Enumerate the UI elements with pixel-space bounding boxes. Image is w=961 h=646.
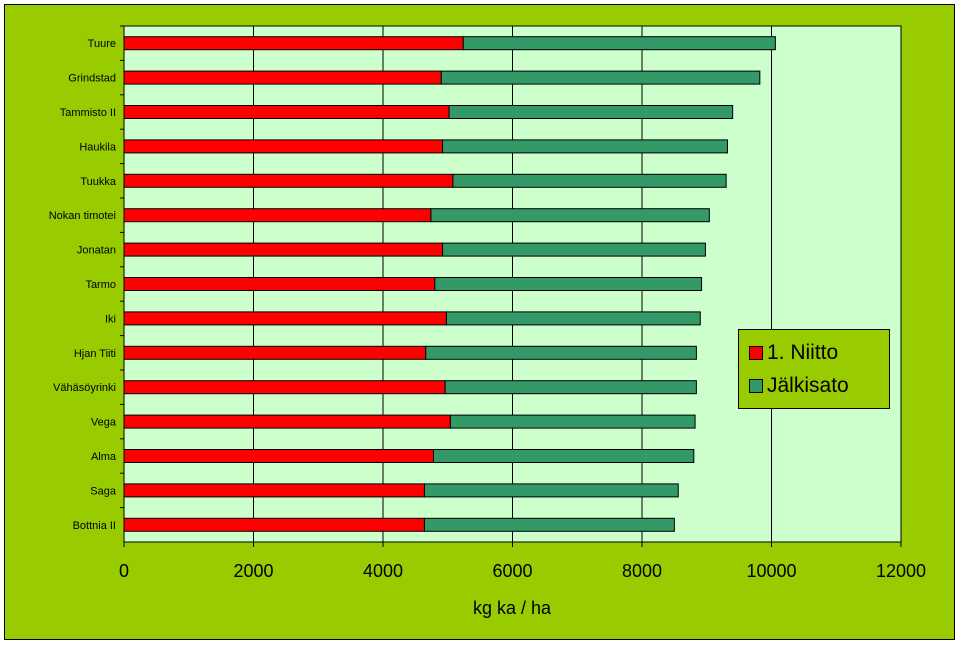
bar-niitto	[123, 414, 451, 429]
legend-label-niitto: 1. Niitto	[767, 341, 839, 364]
bar-jalkisato	[449, 414, 696, 429]
x-axis-ticks: 0 2000 4000 6000 8000 10000 12000	[119, 542, 926, 581]
bars	[123, 36, 776, 532]
category-label: Vega	[91, 417, 117, 429]
bar-jalkisato	[442, 242, 706, 257]
bar-niitto	[123, 380, 446, 395]
category-label: Tarmo	[85, 279, 116, 291]
bar-niitto	[123, 449, 435, 463]
bar-jalkisato	[452, 173, 727, 188]
x-axis-title: kg ka / ha	[473, 598, 552, 618]
bar-niitto	[123, 517, 425, 532]
chart-svg: Tuure Grindstad Tammisto II Haukila Tuukka No…	[49, 25, 926, 618]
bar-niitto	[123, 36, 464, 51]
category-labels: Tuure Grindstad Tammisto II Haukila Tuukka No…	[49, 25, 124, 532]
bar-jalkisato	[442, 139, 728, 154]
x-tick-label: 10000	[746, 561, 796, 581]
x-tick-label: 6000	[492, 561, 532, 581]
legend-item-jalkisato: Jälkisato	[749, 373, 849, 399]
bar-jalkisato	[440, 70, 761, 85]
category-label: Tuure	[88, 38, 116, 50]
bar-jalkisato	[423, 517, 675, 532]
category-label: Alma	[91, 451, 117, 463]
category-label: Tammisto II	[60, 107, 116, 119]
bar-jalkisato	[448, 105, 734, 119]
chart-frame: Tuure Grindstad Tammisto II Haukila Tuukka No…	[4, 4, 955, 640]
bar-jalkisato	[430, 208, 710, 223]
legend-item-niitto: 1. Niitto	[749, 340, 838, 366]
legend-swatch-jalkisato	[749, 379, 763, 393]
category-label: Haukila	[79, 141, 117, 153]
bar-niitto	[123, 345, 427, 360]
bar-niitto	[123, 70, 442, 85]
category-label: Grindstad	[68, 73, 116, 85]
bar-niitto	[123, 139, 444, 154]
category-label: Hjan Tiiti	[74, 348, 116, 360]
category-label: Bottnia II	[73, 520, 116, 532]
category-label: Jonatan	[77, 245, 116, 257]
category-label: Nokan timotei	[49, 210, 116, 222]
bar-jalkisato	[434, 277, 703, 291]
x-tick-label: 2000	[233, 561, 273, 581]
x-tick-label: 4000	[363, 561, 403, 581]
x-tick-label: 8000	[622, 561, 662, 581]
bar-jalkisato	[462, 36, 776, 51]
bar-jalkisato	[445, 311, 701, 326]
bar-jalkisato	[433, 449, 695, 463]
category-label: Tuukka	[80, 176, 117, 188]
bar-niitto	[123, 483, 425, 498]
bar-niitto	[123, 105, 450, 119]
bar-niitto	[123, 311, 447, 326]
bar-niitto	[123, 242, 444, 257]
bar-jalkisato	[423, 483, 679, 498]
x-tick-label: 12000	[876, 561, 926, 581]
bar-niitto	[123, 277, 436, 291]
bar-jalkisato	[444, 380, 697, 395]
legend-label-jalkisato: Jälkisato	[767, 374, 849, 397]
category-label: Vähäsöyrinki	[53, 382, 116, 394]
bar-niitto	[123, 173, 454, 188]
bar-niitto	[123, 208, 432, 223]
bar-jalkisato	[425, 345, 697, 360]
legend-swatch-niitto	[749, 346, 763, 360]
legend: 1. Niitto Jälkisato	[738, 329, 890, 409]
x-tick-label: 0	[119, 561, 129, 581]
category-label: Saga	[90, 485, 117, 497]
category-label: Iki	[105, 313, 116, 325]
